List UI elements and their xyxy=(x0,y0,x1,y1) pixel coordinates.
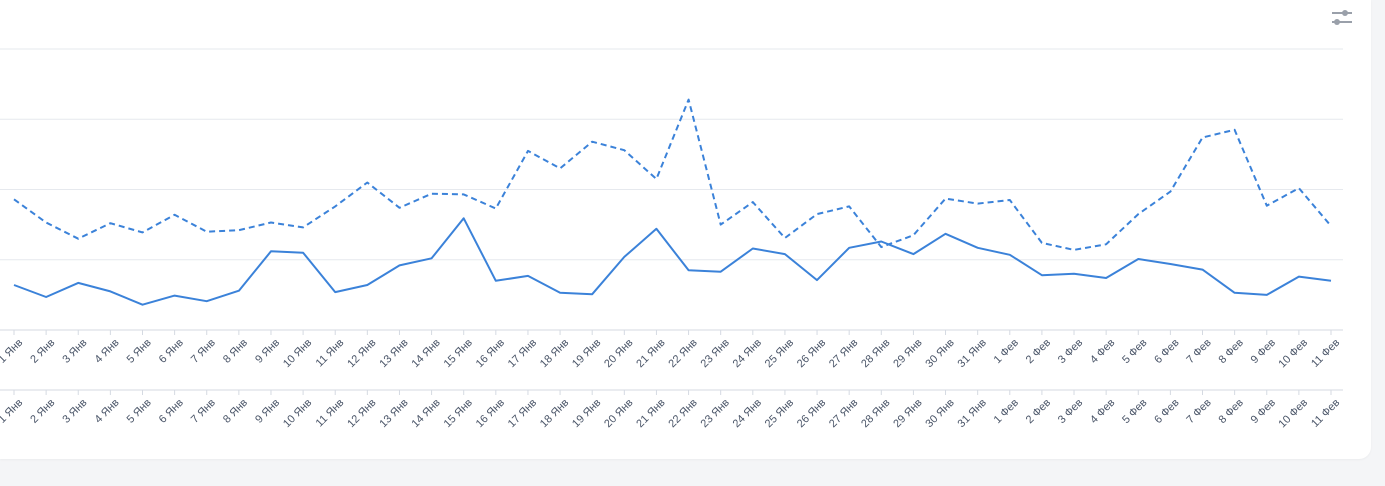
x-tick-label: 11 Янв xyxy=(314,397,347,430)
x-tick-label: 15 Янв xyxy=(442,397,475,430)
x-tick-label: 4 Фев xyxy=(1088,397,1117,426)
x-tick-label: 13 Янв xyxy=(377,397,410,430)
x-tick-label: 6 Янв xyxy=(157,397,186,426)
x-tick-label: 29 Янв xyxy=(891,397,924,430)
x-tick-label: 7 Фев xyxy=(1184,337,1213,366)
line-chart: 1 Янв 2 Янв 3 Янв 4 Янв 5 Янв 6 Янв 7 Янв 8 Янв… xyxy=(0,48,1343,431)
x-axes xyxy=(0,329,1343,395)
x-tick-label: 10 Янв xyxy=(281,397,314,430)
x-tick-label: 31 Янв xyxy=(956,337,989,370)
x-tick-label: 27 Янв xyxy=(827,337,860,370)
x-tick-label: 28 Янв xyxy=(859,337,892,370)
x-tick-label: 20 Янв xyxy=(602,337,635,370)
x-tick-label: 14 Янв xyxy=(409,337,442,370)
x-tick-label: 1 Фев xyxy=(992,397,1021,426)
x-tick-label: 1 Фев xyxy=(992,337,1021,366)
x-tick-label: 12 Янв xyxy=(345,397,378,430)
x-tick-label: 11 Фев xyxy=(1309,337,1342,370)
x-tick-label: 26 Янв xyxy=(795,397,828,430)
x-tick-label: 8 Фев xyxy=(1217,337,1246,366)
x-tick-label: 30 Янв xyxy=(923,397,956,430)
x-tick-label: 7 Янв xyxy=(189,397,218,426)
x-tick-label: 2 Янв xyxy=(28,337,57,366)
x-tick-label: 11 Фев xyxy=(1309,397,1342,430)
x-tick-label: 24 Янв xyxy=(731,337,764,370)
x-tick-label: 23 Янв xyxy=(699,397,732,430)
x-tick-label: 17 Янв xyxy=(506,337,539,370)
x-tick-label: 6 Фев xyxy=(1152,397,1181,426)
x-tick-label: 23 Янв xyxy=(699,337,732,370)
x-tick-label: 7 Янв xyxy=(189,337,218,366)
x-tick-label: 21 Янв xyxy=(634,397,667,430)
x-tick-label: 22 Янв xyxy=(666,337,699,370)
x-tick-label: 26 Янв xyxy=(795,337,828,370)
x-tick-label: 4 Янв xyxy=(93,337,122,366)
x-tick-label: 21 Янв xyxy=(634,337,667,370)
x-tick-label: 8 Янв xyxy=(221,337,250,366)
x-tick-labels-primary: 1 Янв 2 Янв 3 Янв 4 Янв 5 Янв 6 Янв 7 Янв 8 Янв… xyxy=(0,337,1342,371)
x-tick-label: 25 Янв xyxy=(763,397,796,430)
x-tick-label: 5 Фев xyxy=(1120,337,1149,366)
x-tick-label: 6 Янв xyxy=(157,337,186,366)
x-tick-label: 11 Янв xyxy=(314,337,347,370)
x-tick-label: 30 Янв xyxy=(923,337,956,370)
x-tick-label: 5 Янв xyxy=(125,337,154,366)
x-tick-label: 14 Янв xyxy=(409,397,442,430)
x-tick-label: 3 Янв xyxy=(60,397,89,426)
x-tick-label: 8 Фев xyxy=(1217,397,1246,426)
x-tick-label: 9 Янв xyxy=(253,397,282,426)
x-tick-label: 2 Фев xyxy=(1024,397,1053,426)
x-tick-label: 9 Фев xyxy=(1249,337,1278,366)
x-tick-label: 4 Фев xyxy=(1088,337,1117,366)
series-lines xyxy=(13,98,1332,306)
x-tick-label: 5 Фев xyxy=(1120,397,1149,426)
x-tick-label: 25 Янв xyxy=(763,337,796,370)
series-line-solid xyxy=(13,217,1332,306)
gridlines xyxy=(0,48,1343,261)
x-tick-label: 10 Фев xyxy=(1276,397,1310,431)
x-tick-label: 5 Янв xyxy=(125,397,154,426)
x-tick-label: 24 Янв xyxy=(731,397,764,430)
x-tick-label: 3 Янв xyxy=(60,337,89,366)
sliders-icon[interactable] xyxy=(1328,4,1356,30)
x-tick-label: 20 Янв xyxy=(602,397,635,430)
x-tick-label: 17 Янв xyxy=(506,397,539,430)
x-tick-label: 16 Янв xyxy=(474,397,507,430)
x-tick-label: 16 Янв xyxy=(474,337,507,370)
x-tick-label: 22 Янв xyxy=(666,397,699,430)
x-tick-label: 3 Фев xyxy=(1056,397,1085,426)
x-tick-label: 10 Янв xyxy=(281,337,314,370)
x-tick-label: 19 Янв xyxy=(570,397,603,430)
x-tick-label: 18 Янв xyxy=(538,397,571,430)
x-tick-label: 2 Янв xyxy=(28,397,57,426)
chart-card: 1 Янв 2 Янв 3 Янв 4 Янв 5 Янв 6 Янв 7 Янв 8 Янв… xyxy=(0,0,1371,459)
x-tick-label: 31 Янв xyxy=(956,397,989,430)
x-tick-label: 9 Янв xyxy=(253,337,282,366)
series-line-dashed xyxy=(13,98,1332,251)
x-tick-label: 1 Янв xyxy=(0,337,25,366)
x-tick-label: 13 Янв xyxy=(377,337,410,370)
x-tick-label: 28 Янв xyxy=(859,397,892,430)
x-tick-label: 10 Фев xyxy=(1276,337,1310,371)
x-tick-label: 3 Фев xyxy=(1056,337,1085,366)
x-tick-label: 6 Фев xyxy=(1152,337,1181,366)
x-tick-label: 19 Янв xyxy=(570,337,603,370)
x-tick-label: 2 Фев xyxy=(1024,337,1053,366)
x-tick-label: 7 Фев xyxy=(1184,397,1213,426)
x-tick-label: 15 Янв xyxy=(442,337,475,370)
x-tick-label: 27 Янв xyxy=(827,397,860,430)
x-tick-label: 8 Янв xyxy=(221,397,250,426)
x-tick-label: 12 Янв xyxy=(345,337,378,370)
x-tick-label: 9 Фев xyxy=(1249,397,1278,426)
x-tick-label: 1 Янв xyxy=(0,397,25,426)
x-tick-label: 4 Янв xyxy=(93,397,122,426)
x-tick-label: 29 Янв xyxy=(891,337,924,370)
x-tick-labels-secondary: 1 Янв 2 Янв 3 Янв 4 Янв 5 Янв 6 Янв 7 Янв 8 Янв… xyxy=(0,397,1342,431)
x-tick-label: 18 Янв xyxy=(538,337,571,370)
